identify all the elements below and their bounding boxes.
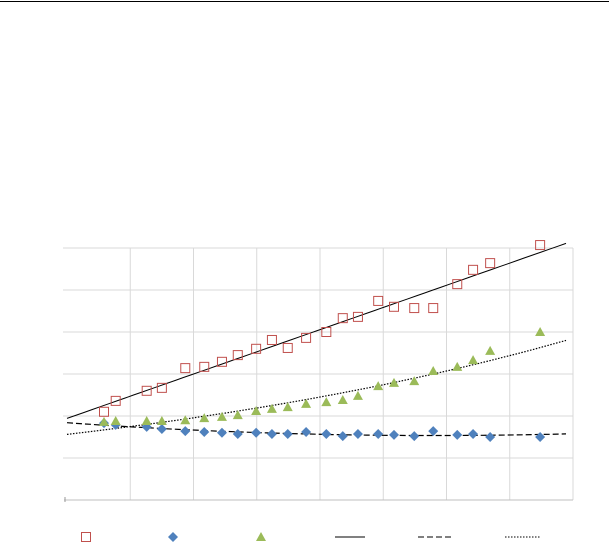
marker-square xyxy=(337,313,348,324)
marker-diamond xyxy=(485,432,496,442)
marker-triangle xyxy=(251,405,262,415)
marker-triangle xyxy=(156,416,167,426)
marker-square xyxy=(485,258,496,269)
marker-diamond xyxy=(535,432,546,442)
trendline xyxy=(66,339,567,435)
marker-diamond xyxy=(156,424,167,435)
marker-triangle xyxy=(301,398,312,408)
marker-triangle xyxy=(337,395,348,405)
marker-triangle xyxy=(141,416,152,426)
marker-square xyxy=(321,327,332,337)
marker-diamond xyxy=(216,427,227,438)
marker-diamond xyxy=(409,431,420,442)
marker-diamond xyxy=(232,429,243,440)
marker-square xyxy=(266,334,277,345)
marker-triangle xyxy=(232,410,243,420)
marker-triangle xyxy=(409,376,420,386)
marker-triangle xyxy=(256,532,266,541)
marker-square xyxy=(81,532,91,542)
marker-triangle xyxy=(321,397,332,407)
marker-square xyxy=(251,343,262,354)
marker-diamond xyxy=(428,426,439,437)
marker-triangle xyxy=(216,411,227,421)
marker-square xyxy=(232,350,243,361)
marker-diamond xyxy=(468,429,479,440)
marker-diamond xyxy=(389,429,400,440)
marker-diamond xyxy=(352,429,363,440)
marker-triangle xyxy=(373,381,384,391)
marker-square xyxy=(216,356,227,367)
marker-diamond xyxy=(168,532,178,542)
marker-diamond xyxy=(266,429,277,440)
marker-square xyxy=(282,342,293,353)
marker-diamond xyxy=(301,426,312,437)
marker-square xyxy=(428,303,439,314)
marker-diamond xyxy=(337,431,348,442)
marker-diamond xyxy=(373,429,384,440)
marker-triangle xyxy=(266,403,277,413)
marker-diamond xyxy=(282,429,293,440)
marker-triangle xyxy=(110,416,121,426)
marker-square xyxy=(301,332,312,343)
marker-triangle xyxy=(99,416,110,426)
trendlines xyxy=(66,242,567,437)
markers xyxy=(99,240,546,442)
marker-square xyxy=(373,295,384,306)
marker-square xyxy=(389,301,400,312)
marker-square xyxy=(199,361,210,372)
marker-diamond xyxy=(321,429,332,440)
legend xyxy=(81,532,540,542)
marker-square xyxy=(99,406,110,417)
marker-square xyxy=(352,311,363,322)
marker-square xyxy=(409,303,420,314)
grid xyxy=(63,247,574,502)
marker-triangle xyxy=(180,415,191,425)
marker-triangle xyxy=(485,345,496,355)
marker-square xyxy=(535,240,546,251)
marker-triangle xyxy=(282,402,293,412)
marker-square xyxy=(468,264,479,275)
marker-square xyxy=(141,385,152,396)
marker-triangle xyxy=(199,413,210,423)
marker-diamond xyxy=(452,429,463,440)
marker-triangle xyxy=(428,366,439,376)
marker-triangle xyxy=(452,361,463,371)
marker-square xyxy=(180,363,191,374)
marker-triangle xyxy=(468,355,479,365)
marker-triangle xyxy=(352,390,363,400)
marker-triangle xyxy=(389,377,400,387)
marker-diamond xyxy=(180,426,191,437)
marker-square xyxy=(110,395,121,406)
marker-diamond xyxy=(251,427,262,438)
marker-square xyxy=(452,279,463,290)
marker-triangle xyxy=(535,327,546,336)
trendline xyxy=(66,242,567,419)
marker-diamond xyxy=(199,426,210,437)
marker-square xyxy=(156,382,167,393)
